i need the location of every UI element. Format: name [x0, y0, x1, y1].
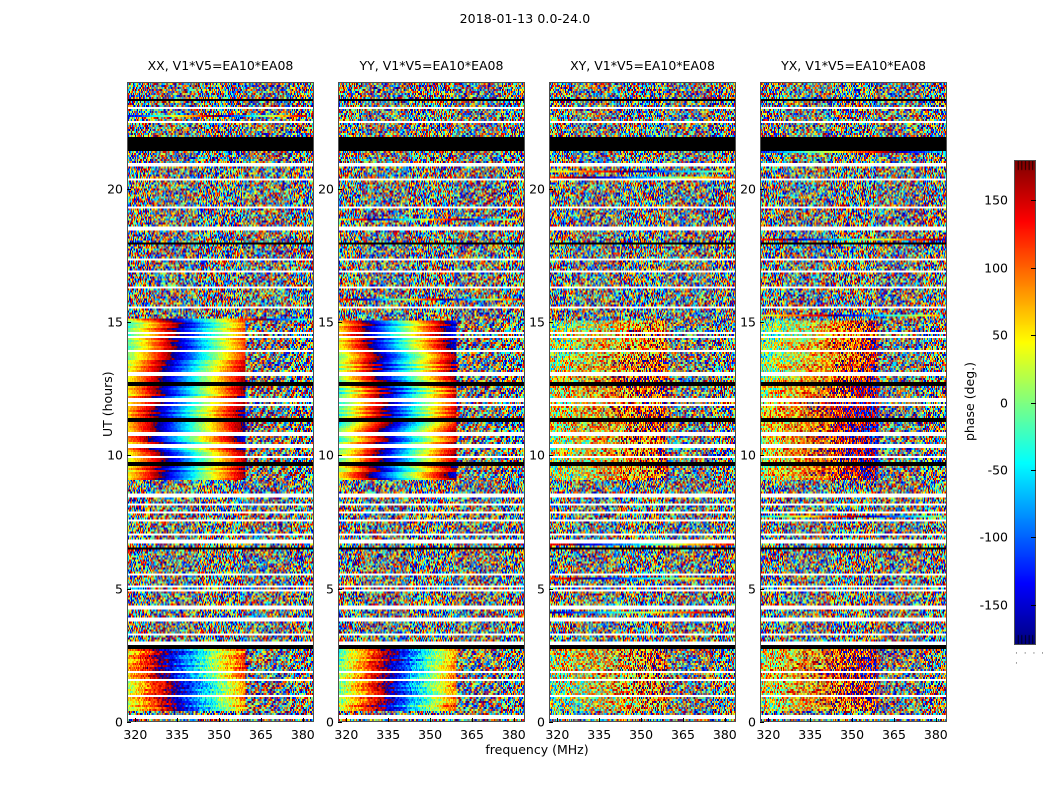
- xtick-label-yx-2: 350: [840, 727, 865, 742]
- ytick-label-xy-1: 5: [537, 581, 545, 597]
- panel-title-xy: XY, V1*V5=EA10*EA08: [570, 58, 715, 73]
- ytick-yx-0: [760, 722, 764, 723]
- colorbar-tick-5: [1031, 537, 1036, 539]
- panel-title-xx: XX, V1*V5=EA10*EA08: [147, 58, 294, 73]
- plot-area-yx[interactable]: [760, 82, 947, 722]
- ytick-label-xy-0: 0: [537, 714, 545, 730]
- colorbar-underflow-marker: · · · · ·: [1015, 649, 1046, 669]
- ytick-label-yy-4: 20: [318, 181, 334, 197]
- colorbar-tick-label-0: 150: [984, 192, 1008, 208]
- xtick-label-xy-2: 350: [629, 727, 654, 742]
- ytick-label-yy-2: 10: [318, 447, 334, 463]
- xtick-label-yy-0: 320: [334, 727, 359, 742]
- xtick-label-yx-0: 320: [756, 727, 781, 742]
- xtick-label-yx-4: 380: [923, 727, 948, 742]
- colorbar-tick-0: [1031, 200, 1036, 202]
- xtick-label-yy-1: 335: [376, 727, 401, 742]
- heatmap-image-yx: [761, 83, 946, 721]
- xtick-label-yx-1: 335: [798, 727, 823, 742]
- ytick-label-xx-4: 20: [107, 181, 123, 197]
- ytick-label-yx-4: 20: [740, 181, 756, 197]
- xtick-label-yy-2: 350: [418, 727, 443, 742]
- ytick-label-yx-0: 0: [748, 714, 756, 730]
- ytick-label-xx-2: 10: [107, 447, 123, 463]
- colorbar-tick-label-2: 50: [992, 327, 1008, 343]
- ytick-label-yy-3: 15: [318, 314, 334, 330]
- ytick-label-yx-3: 15: [740, 314, 756, 330]
- xtick-label-xx-0: 320: [123, 727, 148, 742]
- colorbar-tick-6: [1031, 604, 1036, 606]
- plot-area-xy[interactable]: [549, 82, 736, 722]
- xtick-label-xx-2: 350: [207, 727, 232, 742]
- colorbar-tick-label-5: -100: [979, 529, 1008, 545]
- figure-suptitle: 2018-01-13 0.0-24.0: [459, 11, 591, 26]
- ytick-label-xx-0: 0: [115, 714, 123, 730]
- plot-area-yy[interactable]: [338, 82, 525, 722]
- y-axis-label: UT (hours): [100, 371, 115, 437]
- heatmap-image-xy: [550, 83, 735, 721]
- ytick-xy-0: [549, 722, 553, 723]
- xtick-label-xx-1: 335: [165, 727, 190, 742]
- xtick-label-xy-0: 320: [545, 727, 570, 742]
- ytick-label-xy-4: 20: [529, 181, 545, 197]
- colorbar-tick-2: [1031, 335, 1036, 337]
- heatmap-image-yy: [339, 83, 524, 721]
- ytick-label-yx-2: 10: [740, 447, 756, 463]
- xtick-label-xy-3: 365: [671, 727, 695, 742]
- heatmap-image-xx: [128, 83, 313, 721]
- colorbar-tick-3: [1031, 402, 1036, 404]
- ytick-yy-0: [338, 722, 342, 723]
- ytick-label-xy-2: 10: [529, 447, 545, 463]
- colorbar-label: phase (deg.): [962, 361, 977, 441]
- xtick-label-yx-3: 365: [882, 727, 906, 742]
- panel-title-yy: YY, V1*V5=EA10*EA08: [359, 58, 504, 73]
- colorbar-tick-label-3: 0: [1000, 395, 1008, 410]
- xtick-label-xx-3: 365: [249, 727, 273, 742]
- panel-title-yx: YX, V1*V5=EA10*EA08: [781, 58, 926, 73]
- xtick-label-xy-4: 380: [712, 727, 737, 742]
- colorbar-gradient: [1015, 161, 1035, 644]
- x-axis-label: frequency (MHz): [485, 742, 589, 757]
- ytick-label-xx-1: 5: [115, 581, 123, 597]
- plot-area-xx[interactable]: [127, 82, 314, 722]
- colorbar-tick-4: [1031, 469, 1036, 471]
- colorbar-tick-1: [1031, 267, 1036, 269]
- xtick-label-yy-4: 380: [501, 727, 526, 742]
- ytick-label-yx-1: 5: [748, 581, 756, 597]
- ytick-label-xx-3: 15: [107, 314, 123, 330]
- colorbar-tick-label-6: -150: [979, 597, 1008, 613]
- ytick-label-yy-1: 5: [326, 581, 334, 597]
- colorbar-tick-label-4: -50: [987, 462, 1008, 478]
- colorbar-tick-label-1: 100: [984, 260, 1008, 276]
- xtick-label-xy-1: 335: [587, 727, 612, 742]
- xtick-label-xx-4: 380: [290, 727, 315, 742]
- ytick-label-xy-3: 15: [529, 314, 545, 330]
- ytick-label-yy-0: 0: [326, 714, 334, 730]
- ytick-xx-0: [127, 722, 131, 723]
- xtick-label-yy-3: 365: [460, 727, 484, 742]
